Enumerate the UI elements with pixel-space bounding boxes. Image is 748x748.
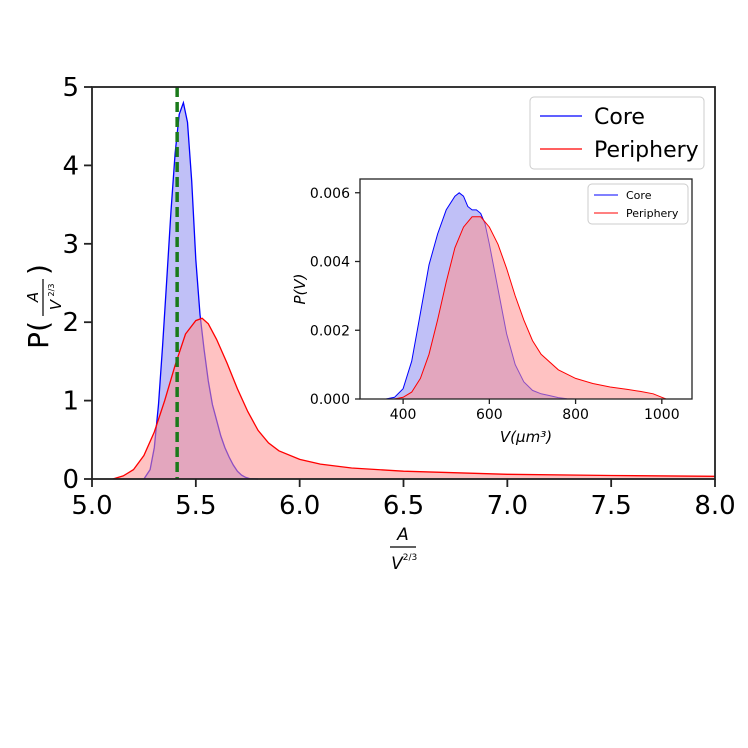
inset-y-axis-label: P(V) [291, 273, 309, 304]
main-y-axis-label: P( AV2/3) [22, 264, 65, 349]
inset-x-axis-label: V(μm³) [500, 428, 552, 446]
main-x-tick-label: 7.5 [590, 491, 631, 521]
inset-x-tick-label: 400 [390, 407, 417, 423]
main-x-label-denominator: V [391, 554, 404, 574]
main-x-label-numerator: A [396, 525, 409, 545]
main-y-tick-label: 4 [62, 151, 79, 181]
main-y-label-denominator: V [47, 298, 65, 310]
main-x-tick-label: 6.0 [279, 491, 320, 521]
main-x-tick-label: 7.0 [487, 491, 528, 521]
inset-area-periphery [394, 216, 667, 399]
main-y-label-suffix: ) [22, 264, 55, 275]
main-legend-label-core: Core [594, 105, 645, 130]
inset-plot: 400 600 800 1000 0.000 0.002 0.004 0.006 Core Per… [291, 178, 693, 446]
main-plot: 5.0 5.5 6.0 6.5 7.0 7.5 8.0 0 1 2 3 4 5 Core Periphery… [22, 73, 736, 574]
main-y-tick-label: 2 [62, 308, 79, 338]
main-y-tick-label: 0 [62, 465, 79, 495]
inset-y-tick-label: 0.006 [310, 186, 350, 202]
main-area-periphery [112, 318, 716, 479]
inset-x-tick-label: 1000 [644, 407, 680, 423]
inset-x-tick-label: 600 [476, 407, 503, 423]
inset-y-tick-label: 0.000 [310, 392, 350, 408]
main-legend-label-periphery: Periphery [594, 138, 699, 163]
main-y-label-numerator: A [24, 292, 42, 303]
inset-x-tick-label: 800 [562, 407, 589, 423]
main-x-label-exponent: 2/3 [403, 553, 417, 563]
main-line-periphery [112, 317, 716, 480]
main-y-tick-label: 1 [62, 387, 79, 417]
inset-line-periphery [394, 216, 667, 400]
main-x-tick-label: 6.5 [383, 491, 424, 521]
main-y-tick-label: 5 [62, 73, 79, 103]
inset-legend-label-periphery: Periphery [626, 207, 679, 220]
main-x-tick-label: 5.5 [175, 491, 216, 521]
main-x-tick-label: 8.0 [694, 491, 735, 521]
main-y-label-exponent: 2/3 [47, 284, 56, 297]
inset-frame [359, 178, 693, 400]
main-y-tick-label: 3 [62, 230, 79, 260]
main-x-tick-label: 5.0 [71, 491, 112, 521]
inset-y-tick-label: 0.002 [310, 323, 350, 339]
main-legend [529, 96, 705, 170]
inset-legend-label-core: Core [626, 189, 652, 202]
inset-legend [587, 183, 689, 225]
main-y-label-prefix: P( [22, 321, 55, 349]
inset-y-tick-label: 0.004 [310, 255, 350, 271]
main-x-axis-label: AV 2/3 [390, 525, 417, 574]
